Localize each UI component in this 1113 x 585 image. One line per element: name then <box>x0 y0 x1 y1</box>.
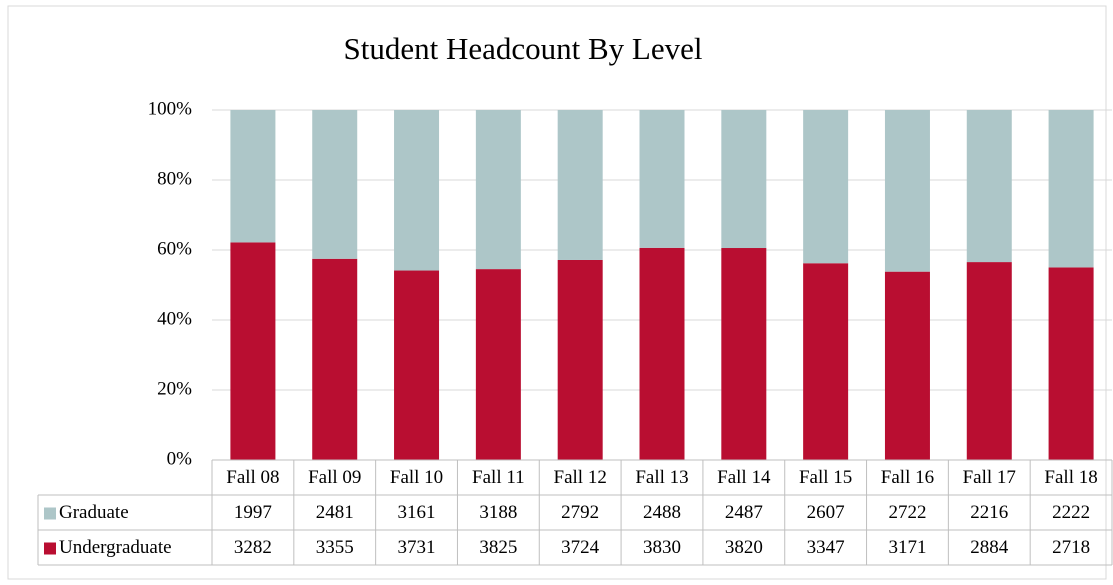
table-value: 2222 <box>1052 502 1090 523</box>
bar-segment <box>557 259 603 460</box>
bar-segment <box>1048 267 1094 460</box>
x-tick-label: Fall 14 <box>717 467 771 488</box>
table-value: 2487 <box>725 502 763 523</box>
table-value: 2216 <box>970 502 1008 523</box>
bar-segment <box>557 110 603 260</box>
y-tick-label: 0% <box>167 448 193 469</box>
x-tick-label: Fall 15 <box>799 467 852 488</box>
bar-segment <box>803 110 849 264</box>
table-value: 3355 <box>316 537 354 558</box>
bar-segment <box>884 110 930 272</box>
y-tick-label: 20% <box>157 378 192 399</box>
table-value: 3188 <box>479 502 517 523</box>
x-tick-label: Fall 13 <box>635 467 688 488</box>
bar-segment <box>475 110 521 270</box>
bar-segment <box>721 110 767 249</box>
table-value: 3282 <box>234 537 272 558</box>
bar-segment <box>966 110 1012 263</box>
bar-segment <box>639 110 685 248</box>
table-value: 2792 <box>561 502 599 523</box>
table-value: 3825 <box>479 537 517 558</box>
table-value: 2722 <box>888 502 926 523</box>
table-value: 2607 <box>807 502 845 523</box>
x-tick-label: Fall 08 <box>226 467 279 488</box>
chart-title: Student Headcount By Level <box>344 31 703 66</box>
y-tick-label: 100% <box>148 98 193 119</box>
x-tick-label: Fall 12 <box>554 467 607 488</box>
x-tick-label: Fall 18 <box>1044 467 1097 488</box>
table-value: 2488 <box>643 502 681 523</box>
bar-segment <box>230 242 276 460</box>
y-tick-label: 60% <box>157 238 192 259</box>
table-value: 2884 <box>970 537 1009 558</box>
bar-segment <box>721 248 767 460</box>
table-value: 3731 <box>398 537 436 558</box>
bar-segment <box>475 269 521 460</box>
bar-segment <box>1048 110 1094 268</box>
table-value: 1997 <box>234 502 272 523</box>
x-tick-label: Fall 16 <box>881 467 934 488</box>
x-tick-label: Fall 10 <box>390 467 443 488</box>
bar-segment <box>803 263 849 460</box>
bar-segment <box>884 271 930 460</box>
bar-segment <box>312 110 358 259</box>
legend-label: Graduate <box>59 502 129 523</box>
table-value: 2718 <box>1052 537 1090 558</box>
table-value: 2481 <box>316 502 354 523</box>
x-tick-label: Fall 17 <box>963 467 1016 488</box>
legend-label: Undergraduate <box>59 537 172 558</box>
bar-segment <box>312 258 358 460</box>
chart-border <box>7 5 1107 580</box>
table-value: 3724 <box>561 537 600 558</box>
x-tick-label: Fall 11 <box>472 467 525 488</box>
bar-segment <box>230 110 276 243</box>
bar-segment <box>394 270 440 460</box>
table-value: 3820 <box>725 537 763 558</box>
legend-swatch <box>44 507 56 520</box>
table-value: 3347 <box>807 537 845 558</box>
y-tick-label: 40% <box>157 308 192 329</box>
y-tick-label: 80% <box>157 168 192 189</box>
x-tick-label: Fall 09 <box>308 467 361 488</box>
bar-segment <box>394 110 440 271</box>
table-value: 3830 <box>643 537 681 558</box>
legend-swatch <box>44 542 56 555</box>
table-value: 3171 <box>888 537 926 558</box>
table-value: 3161 <box>398 502 436 523</box>
bar-segment <box>966 262 1012 460</box>
bar-segment <box>639 247 685 460</box>
